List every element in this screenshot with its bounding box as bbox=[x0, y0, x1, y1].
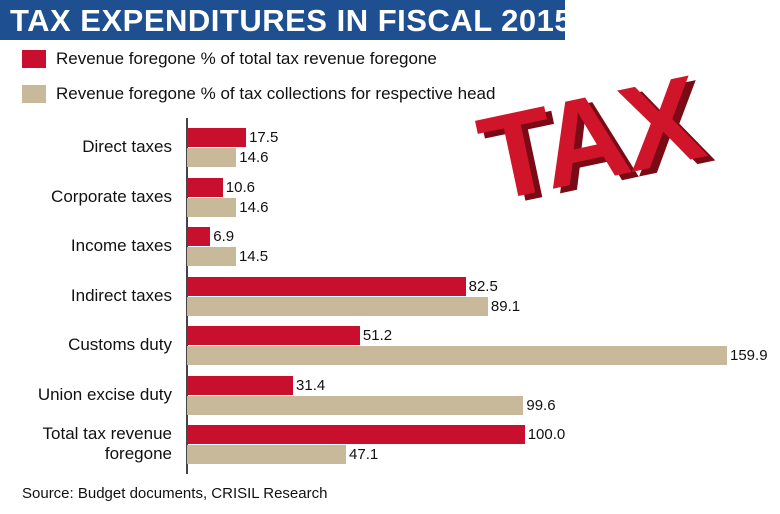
chart-title: TAX EXPENDITURES IN FISCAL 2015 bbox=[10, 3, 573, 38]
value-label: 82.5 bbox=[468, 277, 498, 295]
category-label: Union excise duty bbox=[37, 384, 172, 404]
category-label: Customs duty bbox=[68, 335, 172, 354]
bar bbox=[187, 247, 236, 266]
value-label: 99.6 bbox=[526, 396, 556, 414]
category-label: Total tax revenue foregone bbox=[42, 424, 172, 463]
value-label: 17.5 bbox=[249, 129, 279, 146]
category-label: Indirect taxes bbox=[70, 285, 172, 305]
bar bbox=[187, 128, 247, 147]
bar bbox=[187, 326, 360, 345]
bar bbox=[187, 296, 488, 316]
legend-swatch bbox=[22, 85, 46, 103]
value-label: 159.9 bbox=[730, 347, 768, 364]
value-label: 47.1 bbox=[349, 446, 379, 463]
bar bbox=[187, 227, 211, 246]
bar bbox=[187, 276, 466, 296]
value-label: 51.2 bbox=[362, 327, 393, 344]
bar bbox=[187, 395, 524, 415]
value-label: 31.4 bbox=[296, 376, 326, 394]
value-label: 14.6 bbox=[239, 198, 269, 216]
bar bbox=[187, 197, 237, 217]
axis-line bbox=[186, 118, 188, 474]
value-label: 6.9 bbox=[213, 228, 235, 245]
category-label: Corporate taxes bbox=[51, 186, 172, 206]
source-note: Source: Budget documents, CRISIL Researc… bbox=[22, 485, 328, 502]
bar bbox=[187, 148, 237, 167]
bar bbox=[187, 445, 347, 464]
bar bbox=[187, 425, 525, 444]
value-label: 14.6 bbox=[239, 149, 269, 166]
category-label: Income taxes bbox=[70, 236, 172, 255]
legend-label: Revenue foregone % of total tax revenue … bbox=[56, 49, 437, 68]
bar bbox=[187, 177, 223, 197]
category-label: Direct taxes bbox=[82, 137, 172, 156]
illustration-text: TAX bbox=[468, 50, 711, 228]
bar bbox=[187, 346, 727, 365]
value-label: 100.0 bbox=[527, 426, 566, 443]
legend-label: Revenue foregone % of tax collections fo… bbox=[56, 84, 496, 103]
title-bar bbox=[0, 0, 565, 40]
bar bbox=[187, 375, 294, 395]
legend-swatch bbox=[22, 50, 46, 68]
value-label: 10.6 bbox=[225, 178, 255, 196]
value-label: 14.5 bbox=[238, 248, 269, 265]
value-label: 89.1 bbox=[490, 297, 521, 315]
